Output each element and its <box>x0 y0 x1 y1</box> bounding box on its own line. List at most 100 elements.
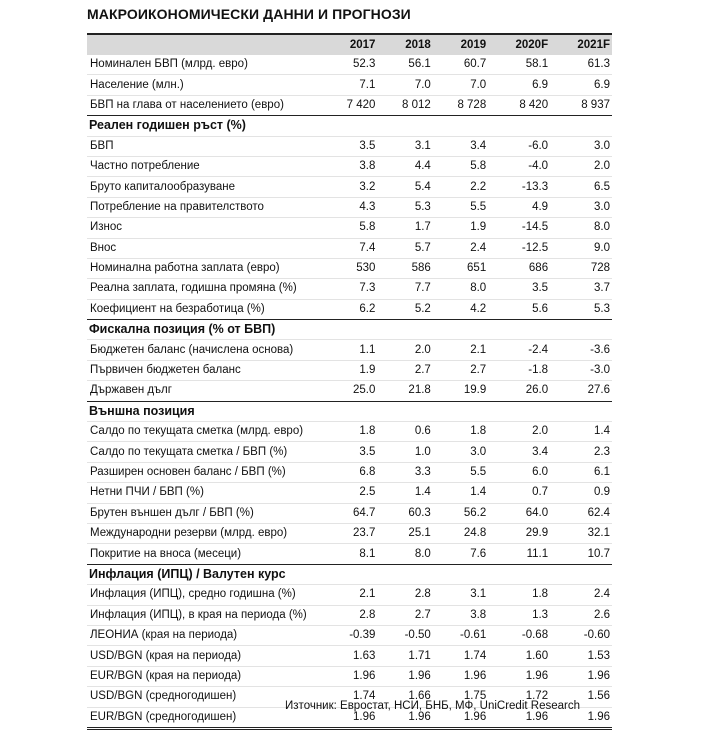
value-cell: 3.2 <box>322 176 378 198</box>
value-cell: 52.3 <box>322 55 378 76</box>
value-cell: 64.0 <box>488 503 551 524</box>
row-label: Салдо по текущата сметка (млрд. евро) <box>87 421 322 443</box>
value-cell: 60.7 <box>432 55 489 76</box>
table-row: Частно потребление 3.8 4.4 5.8 -4.0 2.0 <box>87 156 612 178</box>
column-header: 2019 <box>432 34 489 55</box>
value-cell: 5.5 <box>432 462 489 484</box>
value-cell: 2.7 <box>377 360 433 382</box>
value-cell: 6.2 <box>322 299 378 321</box>
section-header: Реален годишен ръст (%) <box>87 115 612 137</box>
row-label: Брутен външен дълг / БВП (%) <box>87 503 322 524</box>
section-header-row: Външна позиция <box>87 401 612 423</box>
value-cell: 2.4 <box>550 584 612 606</box>
value-cell: 1.9 <box>432 217 489 239</box>
row-label: Покритие на вноса (месеци) <box>87 543 322 565</box>
value-cell: 5.8 <box>322 217 378 239</box>
value-cell: 21.8 <box>377 380 433 402</box>
section-header-row: Фискална позиция (% от БВП) <box>87 319 612 341</box>
row-label: Бюджетен баланс (начислена основа) <box>87 339 322 361</box>
value-cell: 3.0 <box>432 441 489 463</box>
table-row: Коефициент на безработица (%) 6.2 5.2 4.2 5.… <box>87 299 612 321</box>
value-cell: 1.7 <box>377 217 433 239</box>
value-cell: 5.3 <box>550 299 612 321</box>
value-cell: 1.63 <box>322 645 378 667</box>
column-header: 2017 <box>322 34 378 55</box>
value-cell: -0.39 <box>322 625 378 647</box>
value-cell: 1.8 <box>322 421 378 443</box>
table-row: БВП 3.5 3.1 3.4 -6.0 3.0 <box>87 136 612 157</box>
value-cell: 29.9 <box>488 523 551 545</box>
row-label: Инфлация (ИПЦ), средно годишна (%) <box>87 584 322 606</box>
value-cell: 4.3 <box>322 197 378 219</box>
value-cell: 651 <box>432 258 489 280</box>
value-cell: 586 <box>377 258 433 280</box>
value-cell: 2.4 <box>432 238 489 259</box>
row-label: Първичен бюджетен баланс <box>87 360 322 382</box>
row-label: Държавен дълг <box>87 380 322 402</box>
section-header: Инфлация (ИПЦ) / Валутен курс <box>87 564 612 586</box>
value-cell: -0.60 <box>550 625 612 647</box>
value-cell: 1.4 <box>377 482 433 504</box>
value-cell: 1.9 <box>322 360 378 382</box>
value-cell: 2.8 <box>322 605 378 626</box>
value-cell: 2.1 <box>322 584 378 606</box>
table-row: БВП на глава от населението (евро) 7 420 8… <box>87 95 612 117</box>
table-row: Население (млн.) 7.1 7.0 7.0 6.9 6.9 <box>87 74 612 96</box>
column-header: 2021F <box>550 34 612 55</box>
value-cell: 4.2 <box>432 299 489 321</box>
value-cell: 5.4 <box>377 176 433 198</box>
section-header-row: Реален годишен ръст (%) <box>87 115 612 137</box>
row-label: EUR/BGN (средногодишен) <box>87 707 322 730</box>
value-cell: 2.0 <box>488 421 551 443</box>
row-label: ЛЕОНИА (края на периода) <box>87 625 322 647</box>
value-cell: 1.66 <box>377 686 433 708</box>
row-label: Разширен основен баланс / БВП (%) <box>87 462 322 484</box>
value-cell: 1.56 <box>550 686 612 708</box>
table-row: Държавен дълг 25.0 21.8 19.9 26.0 27.6 <box>87 380 612 402</box>
row-label: Международни резерви (млрд. евро) <box>87 523 322 545</box>
value-cell: 1.8 <box>488 584 551 606</box>
value-cell: 3.7 <box>550 278 612 300</box>
column-header: 2018 <box>377 34 433 55</box>
value-cell: -14.5 <box>488 217 551 239</box>
value-cell: 7.0 <box>377 74 433 96</box>
section-header: Фискална позиция (% от БВП) <box>87 319 612 341</box>
value-cell: 686 <box>488 258 551 280</box>
table-row: Инфлация (ИПЦ), средно годишна (%) 2.1 2.8… <box>87 584 612 606</box>
value-cell: 7 420 <box>322 95 378 117</box>
value-cell: 1.74 <box>432 645 489 667</box>
value-cell: 3.8 <box>322 156 378 178</box>
row-label: EUR/BGN (края на периода) <box>87 666 322 688</box>
value-cell: 3.3 <box>377 462 433 484</box>
value-cell: 6.9 <box>488 74 551 96</box>
value-cell: 3.0 <box>550 136 612 157</box>
value-cell: 8 420 <box>488 95 551 117</box>
section-header: Външна позиция <box>87 401 612 423</box>
value-cell: 0.7 <box>488 482 551 504</box>
value-cell: 58.1 <box>488 55 551 76</box>
value-cell: -6.0 <box>488 136 551 157</box>
table-row: USD/BGN (средногодишен) 1.74 1.66 1.75 1.72 1… <box>87 686 612 708</box>
header-row: 2017 2018 2019 2020F 2021F <box>87 34 612 55</box>
value-cell: 2.5 <box>322 482 378 504</box>
value-cell: 24.8 <box>432 523 489 545</box>
row-label: Потребление на правителството <box>87 197 322 219</box>
value-cell: -12.5 <box>488 238 551 259</box>
value-cell: 1.1 <box>322 339 378 361</box>
table-row: Номинална работна заплата (евро) 530 586 65… <box>87 258 612 280</box>
value-cell: -0.61 <box>432 625 489 647</box>
value-cell: 7.7 <box>377 278 433 300</box>
value-cell: 8.0 <box>377 543 433 565</box>
value-cell: 1.96 <box>488 666 551 688</box>
value-cell: -13.3 <box>488 176 551 198</box>
value-cell: 530 <box>322 258 378 280</box>
value-cell: 2.1 <box>432 339 489 361</box>
value-cell: 6.0 <box>488 462 551 484</box>
value-cell: 4.4 <box>377 156 433 178</box>
value-cell: 1.4 <box>432 482 489 504</box>
table-row: EUR/BGN (средногодишен) 1.96 1.96 1.96 1.96 1… <box>87 707 612 730</box>
value-cell: 1.75 <box>432 686 489 708</box>
value-cell: 8 937 <box>550 95 612 117</box>
table-row: Нетни ПЧИ / БВП (%) 2.5 1.4 1.4 0.7 0.9 <box>87 482 612 504</box>
row-label: USD/BGN (средногодишен) <box>87 686 322 708</box>
